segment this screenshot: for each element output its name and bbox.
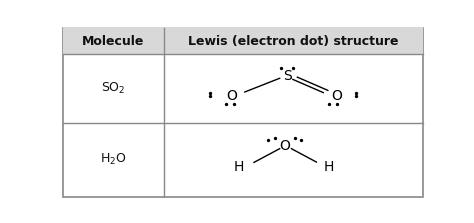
Text: O: O bbox=[331, 89, 342, 103]
Text: Lewis (electron dot) structure: Lewis (electron dot) structure bbox=[188, 35, 399, 48]
Text: H: H bbox=[234, 160, 245, 174]
Text: O: O bbox=[280, 139, 291, 153]
Text: H: H bbox=[324, 160, 335, 174]
Text: Molecule: Molecule bbox=[82, 35, 145, 48]
FancyBboxPatch shape bbox=[63, 27, 423, 54]
Text: S: S bbox=[283, 69, 292, 83]
Text: H$_2$O: H$_2$O bbox=[100, 152, 127, 167]
Text: O: O bbox=[227, 89, 237, 103]
FancyBboxPatch shape bbox=[63, 29, 423, 197]
Text: SO$_2$: SO$_2$ bbox=[101, 81, 126, 96]
